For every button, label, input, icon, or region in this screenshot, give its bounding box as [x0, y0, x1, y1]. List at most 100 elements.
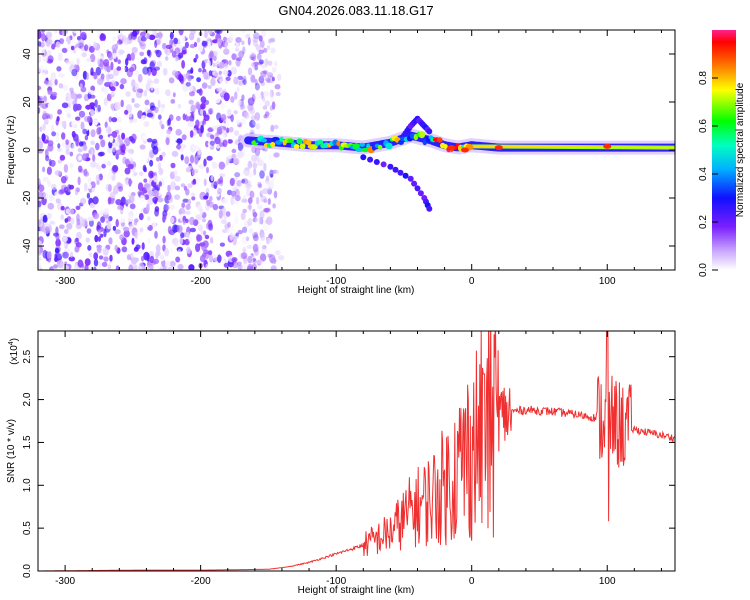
- spectrogram-cell: [230, 190, 237, 197]
- spectrogram-cell: [205, 140, 209, 148]
- spectrogram-peak-cell: [603, 143, 612, 149]
- spectrogram-cell: [149, 61, 155, 70]
- spectrogram-cell: [117, 116, 122, 123]
- spectrogram-cell: [173, 37, 179, 44]
- spectrogram-cell: [99, 40, 106, 46]
- spectrogram-cell: [236, 118, 240, 126]
- spectrogram-cell: [72, 30, 79, 34]
- spectrogram-cell: [88, 252, 93, 258]
- spectrogram-cell: [225, 211, 231, 217]
- spectrogram-cell: [162, 265, 167, 270]
- spectrogram-cell: [75, 116, 81, 121]
- spectrogram-cell: [182, 198, 189, 203]
- spectrogram-cell: [229, 177, 235, 187]
- spectrogram-cell: [43, 65, 48, 72]
- spectrogram-cell: [252, 232, 258, 239]
- spectrogram-cell: [66, 112, 72, 118]
- spectrogram-cell: [252, 257, 256, 262]
- spectrogram-cell: [38, 178, 41, 185]
- spectrogram-cell: [260, 186, 266, 196]
- spectrogram-cell: [131, 257, 138, 265]
- spectrogram-cell: [263, 198, 268, 203]
- spectrogram-cell: [187, 198, 192, 206]
- spectrogram-cell: [38, 85, 42, 91]
- spectrogram-cell: [112, 35, 116, 42]
- spectrogram-cell: [207, 85, 212, 89]
- spectrogram-y-label: Frequency (Hz): [6, 116, 17, 185]
- spectrogram-cell: [243, 111, 250, 120]
- spectrogram-cell: [133, 171, 138, 176]
- spectrogram-cell: [224, 41, 228, 50]
- spectrogram-cell: [111, 117, 118, 123]
- spectrogram-cell: [197, 224, 203, 232]
- spectrogram-cell: [262, 188, 269, 195]
- spectrogram-cell: [261, 64, 267, 69]
- spectrogram-cell: [162, 68, 168, 76]
- spectrogram-cell: [219, 173, 226, 178]
- spectrogram-cell: [216, 126, 222, 135]
- spectrogram-cell: [123, 229, 130, 238]
- spectrogram-cell: [158, 231, 163, 237]
- spectrogram-cell: [92, 196, 99, 205]
- spectrogram-cell: [264, 178, 270, 185]
- spectrogram-cell: [62, 76, 67, 86]
- spectrogram-cell: [148, 34, 156, 41]
- spectrogram-cell: [178, 52, 184, 59]
- spectrogram-cell: [242, 208, 247, 214]
- spectrogram-cell: [61, 47, 68, 54]
- spectrogram-cell: [46, 39, 51, 48]
- spectrogram-cell: [133, 236, 139, 245]
- spectrogram-cell: [188, 99, 194, 105]
- spectrogram-cell: [77, 39, 85, 47]
- spectrogram-cell: [51, 124, 55, 133]
- spectrogram-cell: [241, 252, 248, 260]
- spectrogram-cell: [272, 243, 276, 252]
- spectrogram-cell: [89, 262, 94, 270]
- spectrogram-cell: [262, 96, 266, 102]
- spectrogram-cell: [240, 118, 246, 125]
- spectrogram-branch-cell: [367, 156, 374, 163]
- spectrogram-cell: [208, 250, 213, 256]
- spectrogram-cell: [140, 255, 145, 262]
- spectrogram-cell: [247, 97, 255, 106]
- spectrogram-cell: [123, 226, 130, 232]
- spectrogram-cell: [97, 104, 101, 112]
- spectrogram-cell: [178, 30, 184, 36]
- spectrogram-cell: [254, 82, 260, 91]
- spectrogram-cell: [206, 166, 209, 174]
- spectrogram-cell: [246, 180, 252, 187]
- spectrogram-cell: [157, 70, 163, 77]
- spectrogram-cell: [148, 170, 155, 179]
- spectrogram-cell: [96, 221, 102, 231]
- spectrogram-trace-cell: [359, 142, 366, 147]
- spectrogram-branch-cell: [392, 166, 399, 173]
- spectrogram-cell: [71, 130, 76, 138]
- spectrogram-cell: [164, 47, 171, 56]
- spectrogram-cell: [256, 169, 260, 176]
- spectrogram-cell: [55, 198, 61, 204]
- spectrogram-cell: [254, 147, 261, 157]
- spectrogram-branch-cell: [407, 175, 414, 182]
- spectrogram-cell: [88, 38, 94, 47]
- spectrogram-cell: [236, 53, 241, 58]
- spectrogram-cell: [178, 209, 182, 215]
- spectrogram-cell: [188, 165, 192, 170]
- spectrogram-cell: [110, 86, 116, 92]
- spectrogram-cell: [108, 237, 113, 245]
- spectrogram-cell: [235, 232, 239, 237]
- spectrogram-cell: [220, 219, 227, 225]
- spectrogram-cell: [41, 32, 46, 42]
- spectrogram-cell: [155, 87, 160, 95]
- spectrogram-cell: [211, 188, 215, 194]
- spectrogram-cell: [195, 214, 202, 220]
- spectrogram-cell: [258, 183, 263, 189]
- spectrogram-cell: [144, 89, 148, 97]
- spectrogram-cell: [78, 110, 86, 118]
- colorbar-tick-label: 0.6: [698, 119, 709, 133]
- colorbar-tick-label: 0.4: [698, 167, 709, 181]
- spectrogram-cell: [231, 53, 237, 61]
- snr-x-tick-label: 100: [599, 576, 616, 587]
- spectrogram-cell: [69, 217, 75, 225]
- spectrogram-cell: [181, 60, 186, 69]
- spectrogram-branch-cell: [397, 169, 404, 176]
